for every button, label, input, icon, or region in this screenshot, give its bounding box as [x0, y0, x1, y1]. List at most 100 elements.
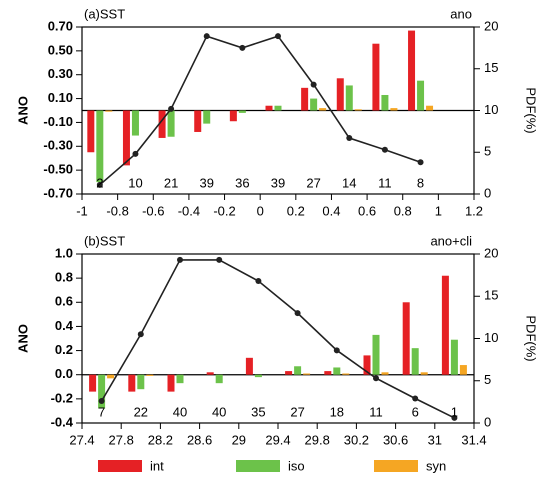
count-label: 11 [378, 175, 392, 190]
count-label: 39 [199, 175, 213, 190]
y-tick-label: 0.70 [48, 18, 73, 33]
bar [345, 85, 353, 111]
bar [87, 110, 95, 153]
bar [137, 374, 145, 390]
count-label: 27 [290, 404, 304, 419]
bar [176, 374, 184, 384]
count-label: 39 [271, 175, 285, 190]
bar [459, 365, 467, 375]
count-label: 14 [342, 175, 356, 190]
y-tick-label: 0.30 [48, 66, 73, 81]
bar [381, 372, 389, 375]
bar [372, 334, 380, 375]
bar [131, 110, 139, 136]
pdf-point [275, 33, 281, 40]
bar [390, 108, 398, 111]
y2-tick-label: 5 [484, 372, 491, 387]
x-tick-label: 29 [232, 432, 246, 447]
bar [245, 357, 253, 375]
bar [426, 105, 434, 111]
bar [203, 110, 211, 124]
x-tick-label: -1 [76, 203, 88, 218]
x-tick-label: 0.4 [322, 203, 340, 218]
pdf-point [417, 159, 424, 166]
bar [265, 105, 273, 111]
x-tick-label: 30.2 [344, 432, 369, 447]
y-tick-label: 0.6 [55, 294, 73, 309]
y-tick-label: -0.10 [43, 114, 73, 129]
x-tick-label: 28.6 [187, 432, 212, 447]
bar [310, 98, 318, 111]
bar [229, 110, 237, 122]
bar [441, 275, 449, 375]
y-axis-label: ANO [15, 96, 30, 125]
bar [274, 105, 282, 111]
legend-swatch [236, 460, 280, 472]
pdf-point [168, 105, 175, 112]
y-axis-label: ANO [15, 324, 30, 353]
bar [324, 371, 332, 375]
count-label: 21 [164, 175, 178, 190]
y2-axis-label: PDF(%) [524, 87, 539, 133]
bar [122, 110, 130, 166]
y-tick-label: -0.30 [43, 138, 73, 153]
y-tick-label: 0.8 [55, 270, 73, 285]
bar [194, 110, 202, 132]
y-tick-label: 0.10 [48, 90, 73, 105]
y-tick-label: 0.4 [55, 318, 74, 333]
x-tick-label: 31 [428, 432, 442, 447]
y-tick-label: 0.2 [55, 342, 73, 357]
bar [98, 374, 106, 409]
x-tick-label: 29.4 [265, 432, 290, 447]
bar [285, 371, 293, 375]
count-label: 10 [128, 175, 142, 190]
y-tick-label: -0.4 [51, 414, 74, 429]
count-label: 1 [451, 404, 458, 419]
count-label: 8 [417, 175, 424, 190]
x-tick-label: 27.8 [109, 432, 134, 447]
count-label: 27 [306, 175, 320, 190]
y2-tick-label: 15 [484, 60, 498, 75]
legend-swatch [98, 460, 142, 472]
pdf-point [96, 181, 103, 188]
bar [254, 374, 262, 378]
bar [342, 373, 350, 375]
count-label: 6 [412, 404, 419, 419]
bar [158, 110, 166, 138]
y-tick-label: 0.50 [48, 42, 73, 57]
bar [301, 87, 309, 111]
pdf-point [412, 395, 419, 402]
pdf-line [100, 259, 455, 419]
y2-axis-label: PDF(%) [524, 315, 539, 361]
x-tick-label: 31.4 [461, 432, 486, 447]
bar [408, 30, 416, 111]
bar [333, 367, 341, 375]
count-label: 2 [96, 175, 103, 190]
bar [450, 339, 458, 375]
bar [319, 108, 327, 111]
bar [238, 110, 246, 113]
y2-tick-label: 0 [484, 185, 491, 200]
x-tick-label: -0.6 [142, 203, 164, 218]
count-label: 36 [235, 175, 249, 190]
count-label: 40 [212, 404, 226, 419]
x-tick-label: 29.8 [305, 432, 330, 447]
count-label: 35 [251, 404, 265, 419]
x-tick-label: 0.8 [394, 203, 412, 218]
bar [363, 355, 371, 375]
x-tick-label: 0.6 [358, 203, 376, 218]
y2-tick-label: 20 [484, 245, 498, 260]
count-label: 40 [173, 404, 187, 419]
bar [89, 374, 97, 392]
y2-tick-label: 20 [484, 18, 498, 33]
pdf-point [132, 150, 139, 157]
x-tick-label: 30.6 [383, 432, 408, 447]
pdf-point [203, 33, 210, 40]
x-tick-label: 27.4 [69, 432, 94, 447]
x-tick-label: 1 [435, 203, 442, 218]
bar [105, 110, 113, 112]
bar [215, 374, 223, 384]
pdf-point [451, 414, 458, 421]
bar [167, 110, 175, 137]
bar [420, 372, 428, 375]
